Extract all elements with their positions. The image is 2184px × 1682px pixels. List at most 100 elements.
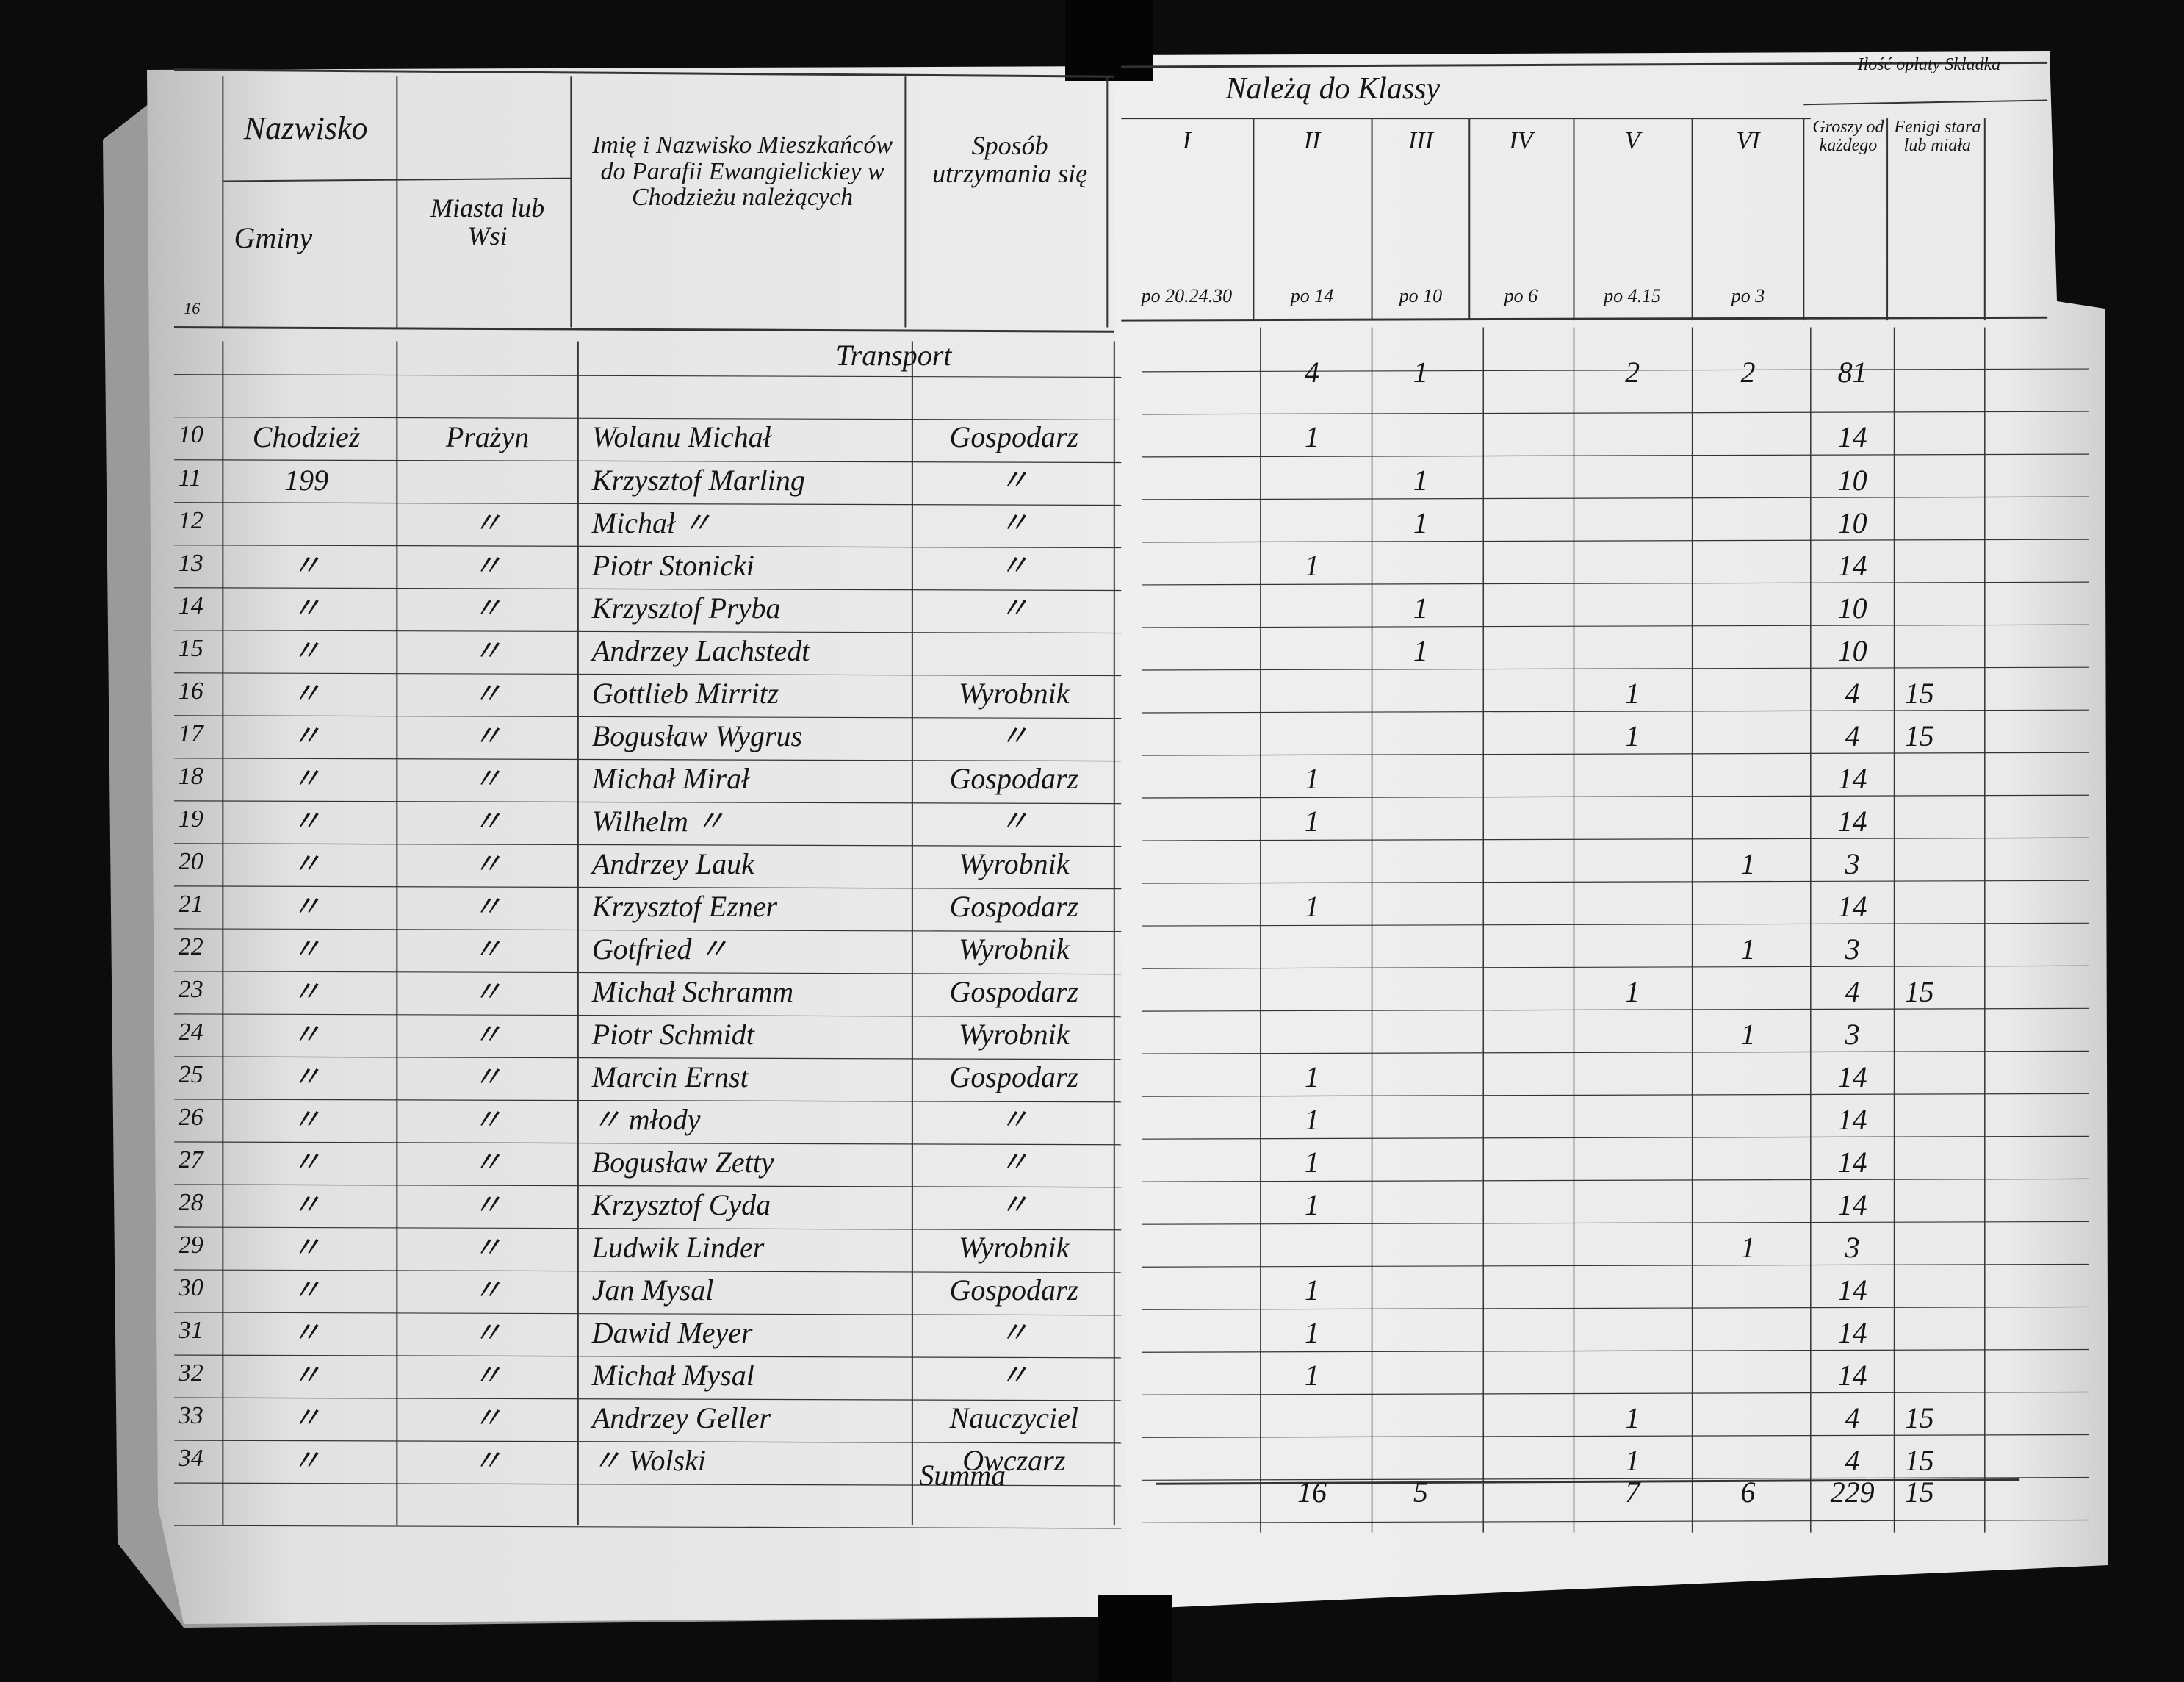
- rule-line: [1142, 922, 2090, 927]
- rule-line: [1142, 1348, 2090, 1353]
- class-mark: 1: [1305, 1315, 1320, 1349]
- occupation: Gospodarz: [949, 1273, 1079, 1307]
- class-mark: 1: [1305, 1102, 1320, 1136]
- rule-line: [1142, 1263, 2090, 1268]
- gmina: 〃: [292, 548, 322, 582]
- miasto: 〃: [472, 1358, 502, 1392]
- occupation: Gospodarz: [949, 889, 1079, 923]
- miasto: 〃: [472, 676, 502, 710]
- rule-line: [1142, 1306, 2090, 1310]
- occupation: 〃: [999, 506, 1029, 539]
- class-mark: 1: [1413, 506, 1428, 539]
- row-number: 15: [178, 634, 203, 662]
- header-label: Ilość opłaty Składka: [1857, 54, 2001, 74]
- row-number: 27: [178, 1146, 203, 1174]
- occupation: 〃: [999, 1187, 1029, 1221]
- miasto: 〃: [472, 1230, 502, 1264]
- class-mark: 1: [1305, 1145, 1320, 1179]
- class-mark: 2: [1625, 356, 1640, 389]
- rule-line: [173, 843, 1122, 847]
- groszy: 14: [1837, 1187, 1867, 1221]
- class-mark: 5: [1413, 1475, 1428, 1509]
- rule-line: [223, 177, 572, 182]
- class-rate: po 6: [1504, 284, 1538, 306]
- class-rate: po 4.15: [1604, 284, 1662, 306]
- miasto: 〃: [472, 1273, 502, 1307]
- rule-line: [1142, 539, 2090, 543]
- groszy: 14: [1837, 889, 1867, 923]
- fenigi: 15: [1904, 1475, 1934, 1509]
- gmina: 〃: [292, 1060, 322, 1093]
- miasto: Prażyn: [445, 420, 530, 454]
- header-label: Fenigi stara lub miała: [1894, 118, 1981, 156]
- miasto: 〃: [472, 633, 502, 667]
- row-label: Summa: [919, 1459, 1006, 1492]
- name: Michał Mirał: [591, 761, 750, 795]
- name: Piotr Schmidt: [591, 1017, 754, 1051]
- rule-line: [173, 672, 1122, 677]
- rule-line: [173, 928, 1122, 932]
- gmina: 〃: [292, 591, 322, 625]
- fenigi: 15: [1904, 676, 1934, 710]
- groszy: 4: [1845, 719, 1860, 752]
- rule-line: [173, 1269, 1122, 1273]
- occupation: Gospodarz: [949, 1060, 1079, 1093]
- name: Andrzey Lauk: [591, 847, 754, 880]
- miasto: 〃: [472, 719, 502, 752]
- groszy: 14: [1837, 548, 1867, 582]
- class-mark: 1: [1625, 719, 1640, 752]
- class-mark: 1: [1740, 1230, 1756, 1264]
- miasto: 〃: [472, 847, 502, 880]
- rule-line: [173, 1397, 1122, 1401]
- miasto: 〃: [472, 506, 502, 539]
- name: Andrzey Geller: [591, 1401, 771, 1434]
- class-numeral: II: [1303, 127, 1321, 155]
- groszy: 14: [1837, 1273, 1867, 1307]
- rule-line: [1142, 1178, 2090, 1182]
- groszy: 10: [1837, 506, 1867, 539]
- class-mark: 1: [1413, 591, 1428, 625]
- row-number: 18: [178, 762, 203, 790]
- class-mark: 1: [1305, 1358, 1320, 1392]
- class-mark: 1: [1625, 1401, 1640, 1434]
- gmina: 〃: [292, 1273, 322, 1307]
- class-mark: 2: [1740, 356, 1756, 389]
- rule-line: [1142, 1434, 2090, 1438]
- rule-line: [1142, 1093, 2090, 1097]
- gmina: 〃: [292, 1230, 322, 1264]
- occupation: Wyrobnik: [959, 676, 1070, 710]
- rule-line: [173, 1525, 1122, 1529]
- gmina: 〃: [292, 804, 322, 838]
- groszy: 4: [1845, 676, 1860, 710]
- gmina: 〃: [292, 1443, 322, 1477]
- groszy: 10: [1837, 633, 1867, 667]
- name: Andrzey Lachstedt: [591, 633, 810, 667]
- binding-strap: [1065, 0, 1153, 81]
- class-numeral: III: [1408, 127, 1433, 155]
- rule-line: [1142, 752, 2090, 756]
- class-mark: 1: [1305, 548, 1320, 582]
- rule-line: [1142, 1391, 2090, 1395]
- class-mark: 16: [1297, 1475, 1327, 1509]
- groszy: 14: [1837, 804, 1867, 838]
- right-page: [1113, 51, 2108, 1609]
- rule-line: [173, 374, 1122, 378]
- row-number: 34: [178, 1444, 203, 1472]
- name: Bogusław Wygrus: [591, 719, 803, 752]
- fenigi: 15: [1904, 719, 1934, 752]
- occupation: 〃: [999, 463, 1029, 497]
- rule-line: [1142, 1476, 2090, 1481]
- gmina: 199: [284, 463, 329, 497]
- gmina: 〃: [292, 932, 322, 966]
- class-mark: 1: [1413, 633, 1428, 667]
- class-mark: 7: [1625, 1475, 1640, 1509]
- row-number: 20: [178, 847, 203, 875]
- miasto: 〃: [472, 761, 502, 795]
- occupation: 〃: [999, 1315, 1029, 1349]
- gmina: 〃: [292, 1401, 322, 1434]
- class-mark: 1: [1305, 761, 1320, 795]
- groszy: 14: [1837, 1145, 1867, 1179]
- gmina: 〃: [292, 889, 322, 923]
- header-label: Imię i Nazwisko Mieszkańców do Parafii E…: [592, 132, 893, 212]
